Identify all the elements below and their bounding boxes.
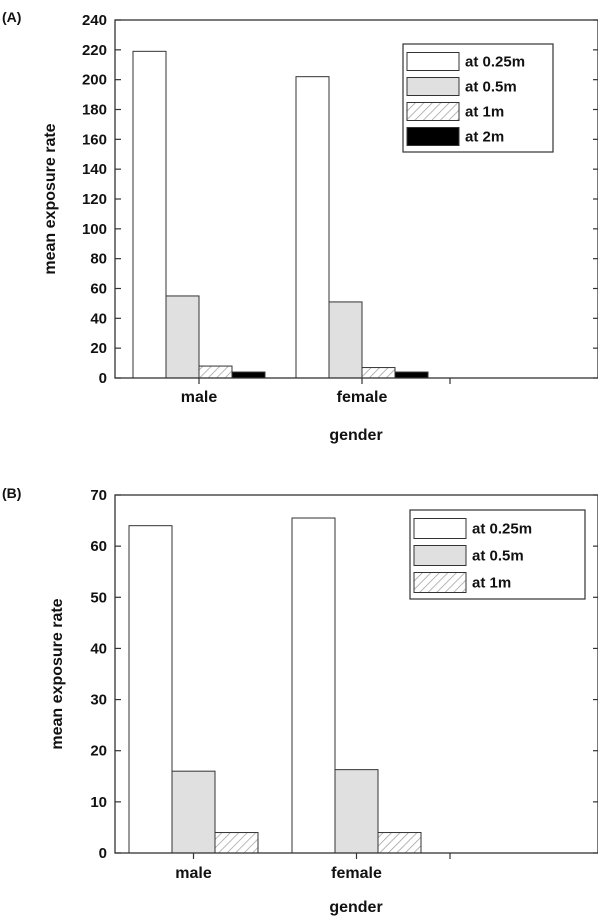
- y-tick-label: 220: [82, 42, 107, 59]
- y-tick-label: 20: [90, 743, 107, 760]
- y-tick-label: 60: [90, 281, 107, 298]
- legend-swatch-at-1m: [406, 102, 460, 121]
- y-tick-label: 40: [90, 640, 107, 657]
- legend-label-at-0-25m: at 0.25m: [465, 54, 525, 71]
- x-category-label-female: female: [331, 865, 382, 882]
- legend-swatch-at-0-25m: [413, 518, 467, 539]
- y-tick-label: 80: [90, 251, 107, 268]
- legend-label-at-1m: at 1m: [465, 104, 504, 121]
- y-tick-label: 60: [90, 538, 107, 555]
- legend-swatch-at-0-5m: [413, 545, 467, 566]
- legend-label-at-0-5m: at 0.5m: [472, 548, 524, 565]
- y-tick-label: 240: [82, 12, 107, 29]
- panel-label: (A): [2, 9, 21, 25]
- y-tick-label: 30: [90, 692, 107, 709]
- legend-swatch-at-1m: [413, 572, 467, 593]
- y-tick-label: 100: [82, 221, 107, 238]
- y-tick-label: 200: [82, 72, 107, 89]
- bar-male-at-0-25m: [128, 525, 173, 854]
- y-tick-label: 40: [90, 310, 107, 327]
- bar-female-at-0-25m: [295, 76, 330, 379]
- legend-label-at-1m: at 1m: [472, 575, 511, 592]
- bar-male-at-1m: [214, 832, 259, 854]
- bar-female-at-2m: [394, 371, 429, 379]
- bar-male-at-0-5m: [165, 295, 200, 379]
- legend-label-at-0-5m: at 0.5m: [465, 79, 517, 96]
- legend-swatch-at-0-25m: [406, 52, 460, 71]
- bar-female-at-0-5m: [328, 301, 363, 379]
- y-tick-label: 70: [90, 487, 107, 504]
- x-category-label-male: male: [181, 389, 218, 406]
- y-tick-label: 20: [90, 340, 107, 357]
- panel-label: (B): [2, 485, 21, 501]
- y-axis-title: mean exposure rate: [49, 598, 66, 749]
- y-tick-label: 10: [90, 794, 107, 811]
- legend-label-at-2m: at 2m: [465, 129, 504, 146]
- legend-swatch-at-0-5m: [406, 77, 460, 96]
- y-tick-label: 160: [82, 131, 107, 148]
- bar-male-at-0-5m: [171, 770, 216, 854]
- legend-label-at-0-25m: at 0.25m: [472, 521, 532, 538]
- bar-male-at-0-25m: [132, 50, 167, 379]
- y-tick-label: 0: [99, 845, 107, 862]
- bar-male-at-1m: [198, 365, 233, 379]
- bar-female-at-1m: [377, 832, 422, 854]
- x-category-label-male: male: [175, 865, 212, 882]
- bar-female-at-0-5m: [334, 769, 379, 854]
- bar-female-at-1m: [361, 367, 396, 379]
- y-tick-label: 140: [82, 161, 107, 178]
- chart-panel-a: 0 20 40 60 80 100 120 140 160 180 200 220 240 male fem…: [2, 9, 598, 444]
- y-tick-label: 50: [90, 589, 107, 606]
- legend-swatch-at-2m: [406, 127, 460, 146]
- chart-svg-a: 0 20 40 60 80 100 120 140 160 180 200 220 240 male fem…: [2, 9, 598, 444]
- chart-panel-b: 0 10 20 30 40 50 60 70 male female gender mean expo…: [0, 460, 598, 920]
- y-tick-label: 120: [82, 191, 107, 208]
- chart-svg-b: 0 10 20 30 40 50 60 70 male female gender mean expo…: [2, 485, 598, 916]
- y-tick-label: 180: [82, 102, 107, 119]
- y-axis-title: mean exposure rate: [42, 123, 59, 274]
- x-axis-title: gender: [329, 899, 382, 916]
- y-tick-label: 0: [99, 370, 107, 387]
- x-axis-title: gender: [329, 427, 382, 444]
- bar-female-at-0-25m: [291, 517, 336, 854]
- x-category-label-female: female: [337, 389, 388, 406]
- bar-male-at-2m: [231, 371, 266, 379]
